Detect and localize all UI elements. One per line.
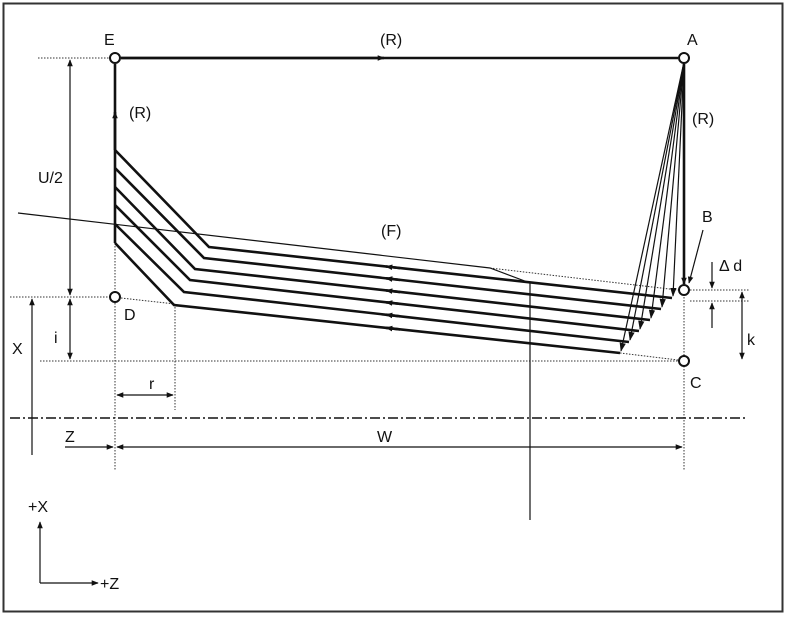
label-i: i [54,330,58,347]
label-u2: U/2 [38,170,63,187]
cutting-pass [114,149,673,300]
dimensions [29,59,745,455]
reference-lines [10,57,750,470]
cutting-pass [114,223,630,344]
coordinate-axes [37,521,99,586]
label-x: X [12,341,23,358]
feed-arrow [385,300,401,306]
point-b [678,284,690,296]
feed-arrow [385,276,401,282]
point-d [109,291,121,303]
label-rapid-right: (R) [692,111,714,128]
feed-arrow [385,288,401,294]
thread-profile [17,212,531,520]
label-r: r [149,376,155,393]
label-feed: (F) [381,223,401,240]
label-a: A [687,32,698,49]
rapid-paths [112,55,687,285]
point-e [109,52,121,64]
label-rapid-top: (R) [380,32,402,49]
cutting-pass [114,242,621,355]
label-z: Z [65,429,75,446]
cutting-pass [114,167,662,311]
cutting-pass [114,186,651,322]
point-a [678,52,690,64]
cutting-passes [114,61,685,355]
infeed-line [638,61,685,330]
label-b: B [702,209,713,226]
label-delta-d: Δ d [719,258,742,275]
feed-arrow [385,264,401,271]
label-axis-z: +Z [100,576,119,593]
label-rapid-left: (R) [129,105,151,122]
feed-arrow [385,325,401,332]
points [109,52,690,367]
label-w: W [377,429,393,446]
label-e: E [104,32,115,49]
infeed-line [659,61,685,308]
label-c: C [690,375,702,392]
infeed-line [670,61,685,297]
infeed-line [628,61,685,341]
infeed-line [648,61,685,319]
feed-arrow [385,312,401,319]
infeed-line [619,61,685,352]
cutting-pass [114,204,640,333]
label-d: D [124,307,136,324]
labels: E (R) A (R) (R) (F) B Δ d D C k X i U/2 … [12,32,756,593]
label-axis-x: +X [28,499,48,516]
point-c [678,355,690,367]
label-k: k [747,332,756,349]
